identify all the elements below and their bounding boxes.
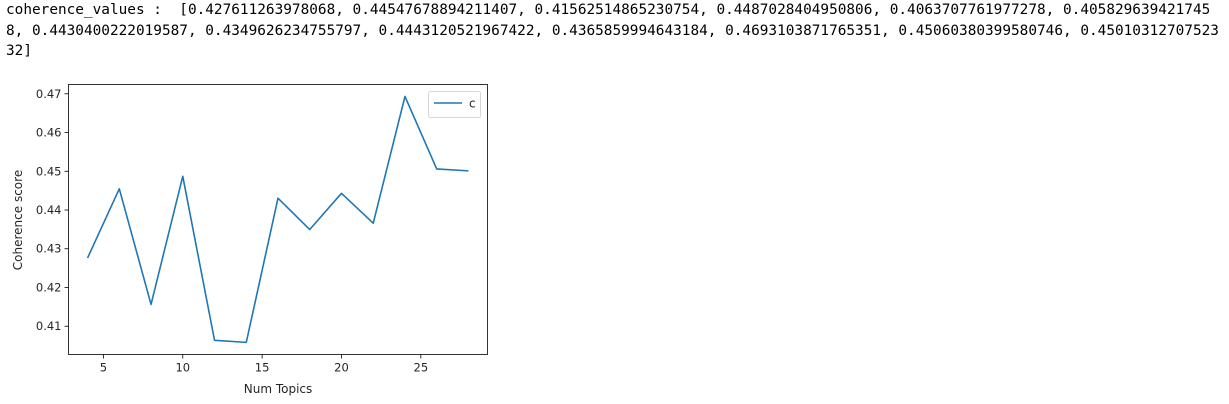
x-tick-label: 5	[100, 361, 107, 375]
x-tick-label: 20	[334, 361, 349, 375]
cell-output-text: coherence_values : [0.427611263978068, 0…	[6, 2, 1219, 59]
y-tick-label: 0.41	[36, 319, 62, 333]
y-tick-label: 0.46	[36, 126, 62, 140]
legend-frame	[428, 91, 481, 118]
y-tick-label: 0.43	[36, 242, 62, 256]
x-axis-ticks: 5 10 15 20 25	[100, 354, 429, 375]
plot-area-frame	[68, 84, 488, 355]
legend-label: c	[469, 97, 476, 111]
series-layer	[86, 95, 469, 344]
coherence-line-chart: 5 10 15 20 25 0.41 0.42 0.43 0.44 0.45 0.46 0.47 N…	[11, 84, 488, 396]
y-tick-label: 0.47	[36, 87, 62, 101]
x-axis-label: Num Topics	[244, 382, 313, 396]
y-axis-label: Coherence score	[11, 170, 25, 270]
y-tick-label: 0.42	[36, 280, 62, 294]
y-axis-ticks: 0.41 0.42 0.43 0.44 0.45 0.46 0.47	[36, 87, 69, 333]
y-tick-label: 0.45	[36, 164, 62, 178]
y-tick-label: 0.44	[36, 203, 62, 217]
series-line-0	[86, 95, 469, 344]
x-tick-label: 10	[175, 361, 190, 375]
x-tick-label: 25	[414, 361, 429, 375]
x-tick-label: 15	[255, 361, 270, 375]
legend: c	[428, 91, 481, 118]
